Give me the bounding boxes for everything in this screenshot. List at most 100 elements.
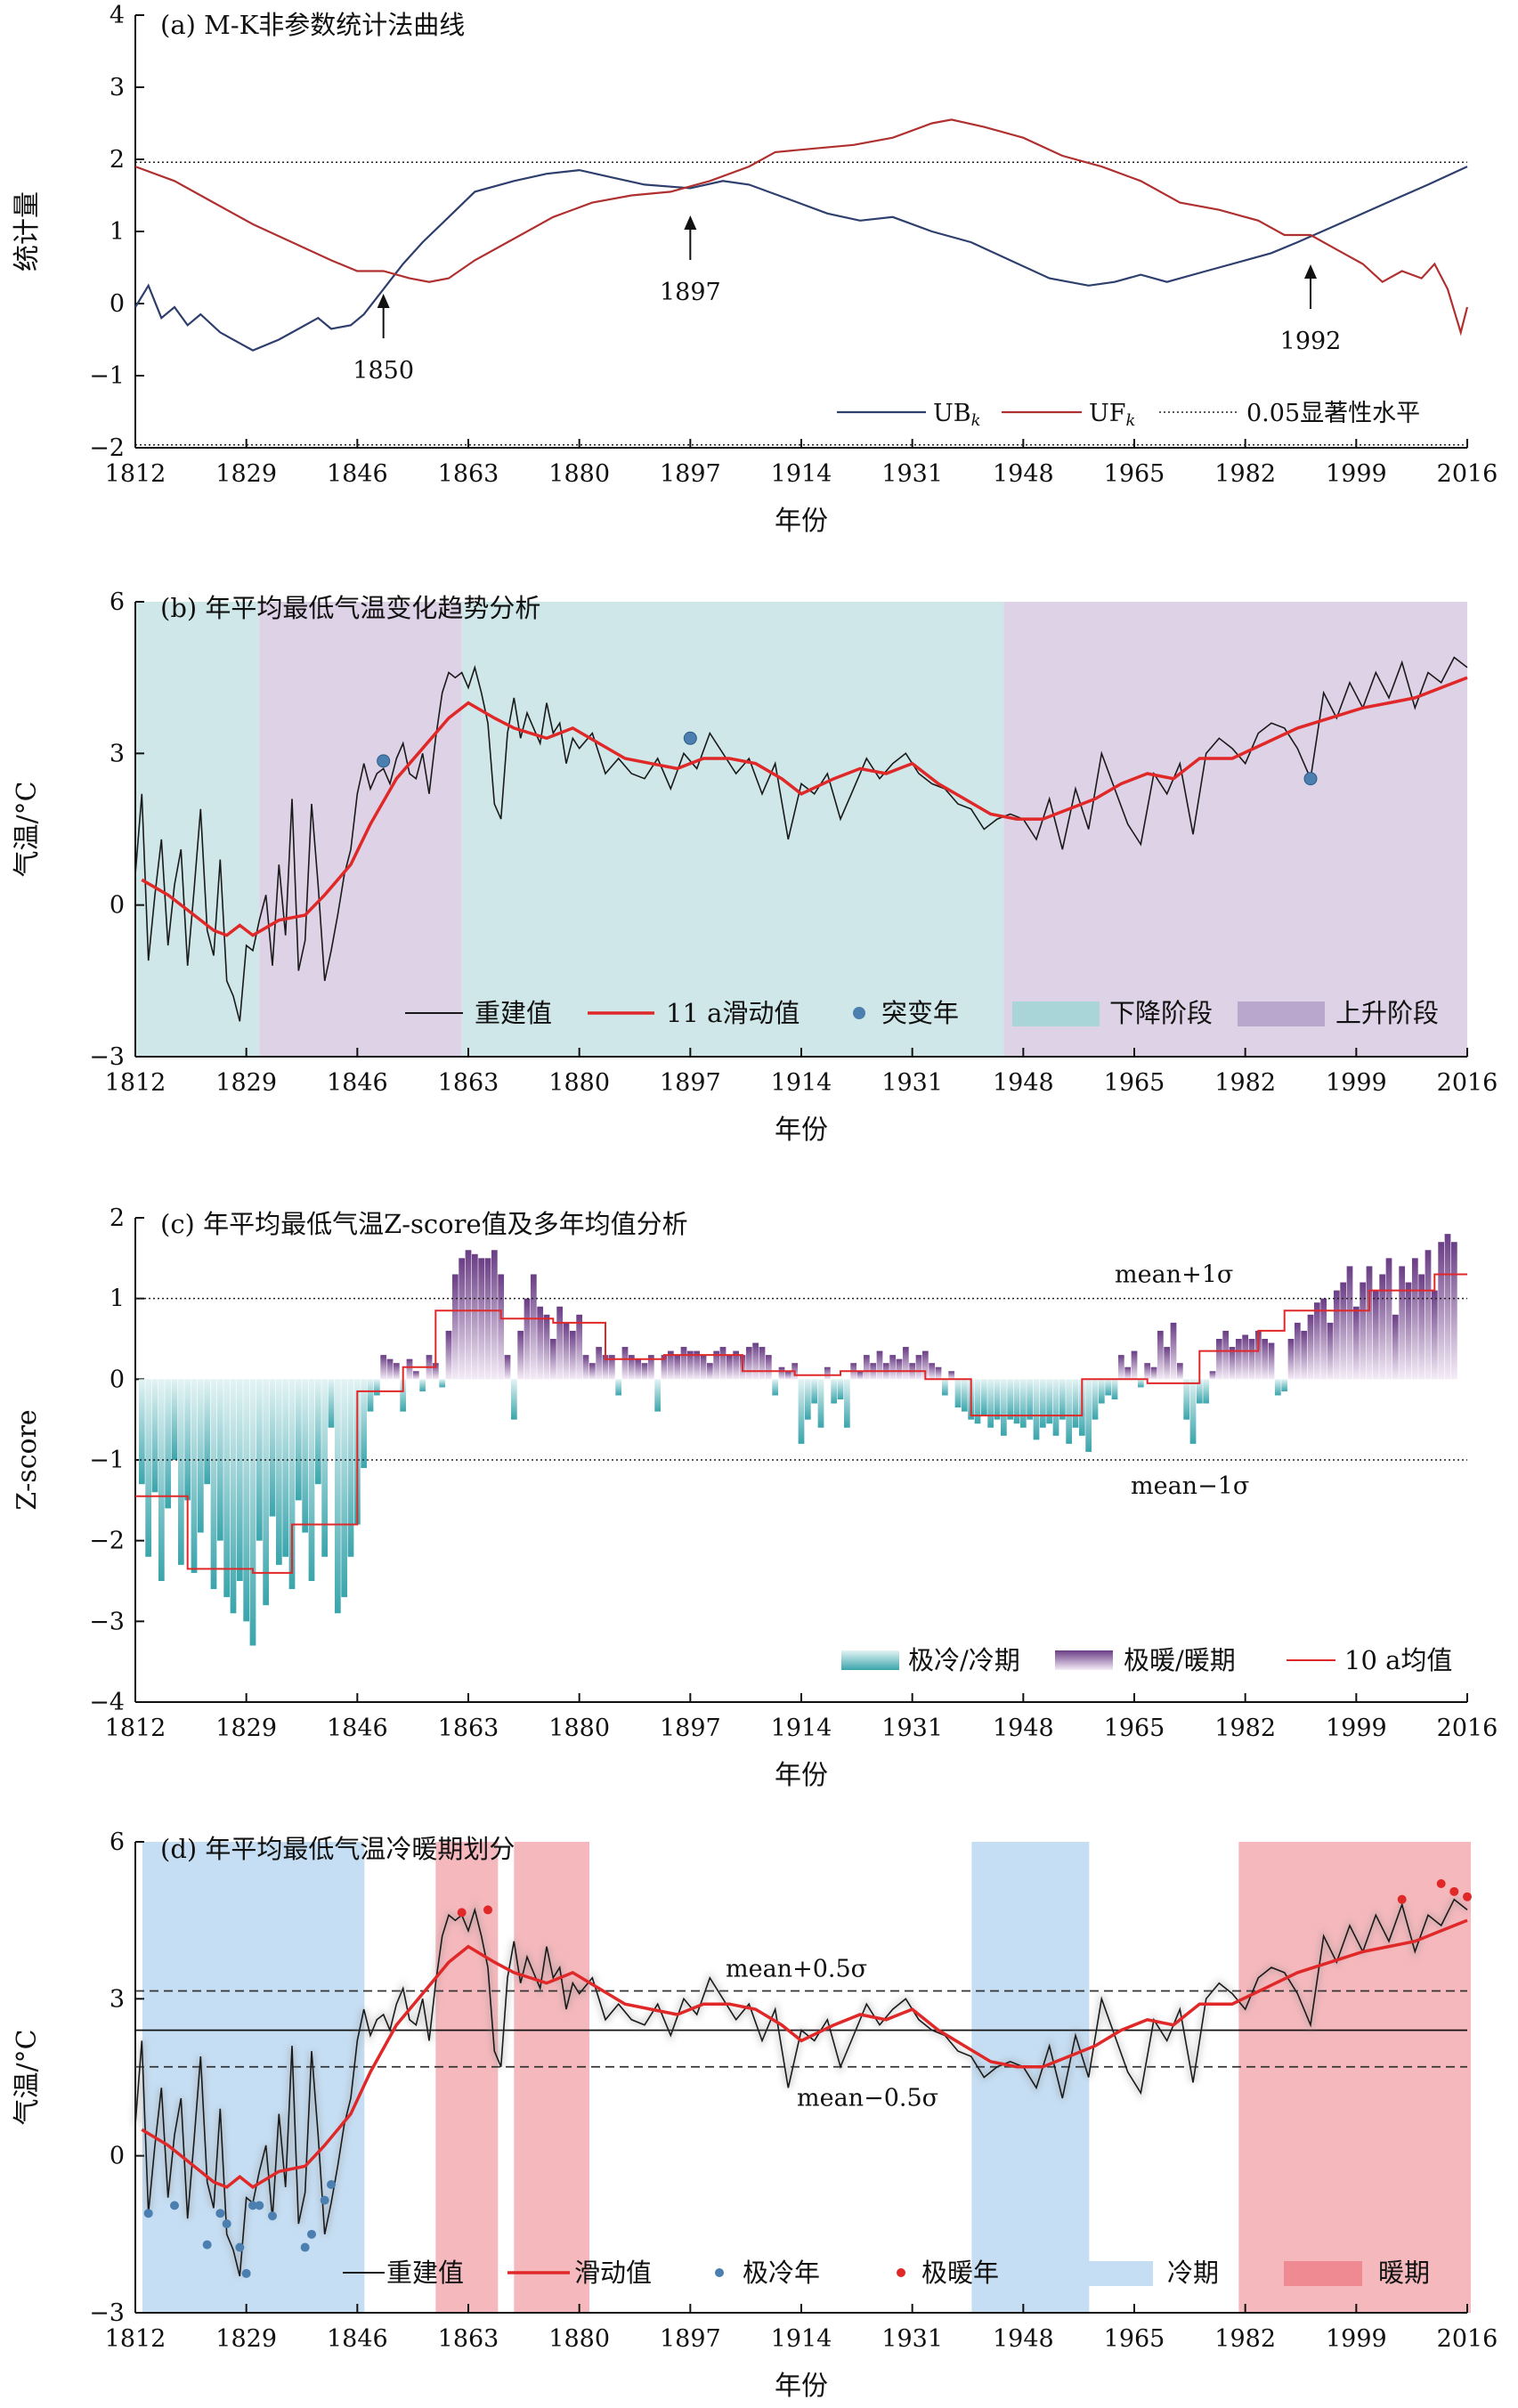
bar-warm bbox=[1352, 1306, 1360, 1380]
bar-cold bbox=[269, 1379, 276, 1517]
bar-cold bbox=[1027, 1379, 1034, 1420]
bar-warm bbox=[1307, 1314, 1314, 1380]
x-axis-label: 年份 bbox=[775, 506, 828, 537]
y-tick-label: 6 bbox=[110, 588, 125, 616]
bar-warm bbox=[1157, 1330, 1164, 1380]
bar-warm bbox=[537, 1306, 544, 1380]
x-tick-label: 1999 bbox=[1326, 1715, 1387, 1742]
y-axis-label: Z-score bbox=[12, 1409, 43, 1510]
extreme-cold-point bbox=[255, 2201, 264, 2210]
bar-cold bbox=[341, 1379, 348, 1598]
annotation-label: 1850 bbox=[353, 357, 414, 385]
bar-cold bbox=[230, 1379, 237, 1614]
legend-warm-period-swatch bbox=[1284, 2261, 1362, 2286]
x-tick-label: 1897 bbox=[660, 1715, 721, 1742]
bar-warm bbox=[778, 1366, 785, 1380]
x-tick-label: 1931 bbox=[881, 460, 943, 488]
bar-warm bbox=[1431, 1290, 1438, 1380]
extreme-warm-point bbox=[1463, 1892, 1472, 1901]
bar-warm bbox=[1320, 1298, 1327, 1380]
legend-uf-label: UFk bbox=[1089, 400, 1135, 430]
cold-period-band bbox=[142, 1842, 365, 2313]
legend-mutation-label: 突变年 bbox=[881, 998, 959, 1028]
bar-cold bbox=[314, 1379, 321, 1485]
x-tick-label: 2016 bbox=[1437, 1715, 1498, 1742]
y-tick-label: 0 bbox=[110, 1366, 125, 1393]
bar-warm bbox=[1287, 1339, 1295, 1380]
bar-warm bbox=[1372, 1290, 1379, 1380]
bar-warm bbox=[889, 1355, 897, 1380]
legend-smooth-label: 11 a滑动值 bbox=[666, 998, 800, 1028]
extreme-cold-point bbox=[170, 2201, 179, 2210]
bar-warm bbox=[700, 1355, 707, 1380]
legend-warm-marker bbox=[897, 2268, 905, 2277]
bar-cold bbox=[184, 1379, 191, 1501]
bar-warm bbox=[1405, 1282, 1412, 1380]
bar-warm bbox=[680, 1347, 687, 1380]
legend-cold-label: 极冷/冷期 bbox=[908, 1645, 1020, 1675]
bar-warm bbox=[876, 1350, 883, 1380]
x-axis-label: 年份 bbox=[775, 1760, 828, 1791]
bar-cold bbox=[1274, 1379, 1281, 1396]
bar-cold bbox=[1111, 1379, 1118, 1399]
x-axis-label: 年份 bbox=[775, 1115, 828, 1146]
bar-cold bbox=[400, 1379, 407, 1412]
bar-cold bbox=[158, 1379, 165, 1581]
bar-warm bbox=[380, 1355, 387, 1380]
bar-warm bbox=[1176, 1363, 1183, 1380]
x-tick-label: 1812 bbox=[105, 2325, 166, 2353]
y-tick-label: −1 bbox=[89, 362, 125, 390]
mutation-point bbox=[1303, 772, 1318, 786]
series-uf bbox=[134, 118, 1469, 336]
series-smoothed bbox=[141, 676, 1468, 937]
bar-warm bbox=[576, 1314, 583, 1380]
bar-cold bbox=[1019, 1379, 1027, 1428]
bar-cold bbox=[1196, 1379, 1203, 1404]
bar-cold bbox=[191, 1379, 198, 1573]
x-tick-label: 2016 bbox=[1437, 460, 1498, 488]
arrow-head bbox=[1304, 264, 1317, 279]
bar-cold bbox=[151, 1379, 158, 1493]
extreme-warm-point bbox=[1436, 1879, 1446, 1889]
y-tick-label: −2 bbox=[89, 434, 125, 462]
x-tick-label: 1880 bbox=[548, 2325, 610, 2353]
bar-warm bbox=[459, 1258, 466, 1380]
upper-label: mean+0.5σ bbox=[726, 1956, 867, 1983]
extreme-cold-point bbox=[307, 2229, 316, 2239]
bar-cold bbox=[367, 1379, 374, 1412]
bar-warm bbox=[1340, 1282, 1347, 1380]
x-tick-label: 1931 bbox=[881, 1715, 943, 1742]
bar-warm bbox=[1248, 1339, 1255, 1380]
extreme-cold-point bbox=[327, 2179, 336, 2189]
chart-title: (a) M-K非参数统计法曲线 bbox=[160, 10, 465, 40]
bar-warm bbox=[1385, 1258, 1392, 1380]
bar-warm bbox=[1438, 1242, 1445, 1380]
bar-warm bbox=[856, 1371, 864, 1380]
legend-warm-swatch bbox=[1055, 1650, 1113, 1670]
series-ub bbox=[134, 166, 1468, 352]
band-down bbox=[135, 602, 260, 1057]
ref-label-upper: mean+1σ bbox=[1115, 1261, 1233, 1289]
bar-warm bbox=[1254, 1330, 1262, 1380]
bar-warm bbox=[1150, 1366, 1157, 1380]
x-tick-label: 1982 bbox=[1214, 1715, 1276, 1742]
legend-down-label: 下降阶段 bbox=[1109, 998, 1213, 1028]
x-tick-label: 1948 bbox=[993, 460, 1054, 488]
bar-cold bbox=[1189, 1379, 1197, 1444]
bar-cold bbox=[1007, 1379, 1014, 1420]
bar-warm bbox=[915, 1355, 922, 1380]
bar-cold bbox=[210, 1379, 217, 1590]
bar-warm bbox=[1215, 1339, 1222, 1380]
bar-cold bbox=[439, 1379, 446, 1388]
bar-warm bbox=[1450, 1242, 1457, 1380]
bar-warm bbox=[484, 1258, 491, 1380]
x-tick-label: 1829 bbox=[215, 1069, 277, 1097]
extreme-warm-point bbox=[483, 1905, 492, 1915]
bar-cold bbox=[204, 1379, 211, 1485]
bar-warm bbox=[667, 1350, 674, 1380]
lower-label: mean−0.5σ bbox=[797, 2085, 938, 2112]
series-reconstructed bbox=[134, 656, 1468, 1022]
bar-cold bbox=[282, 1379, 289, 1557]
bar-warm bbox=[902, 1347, 909, 1380]
